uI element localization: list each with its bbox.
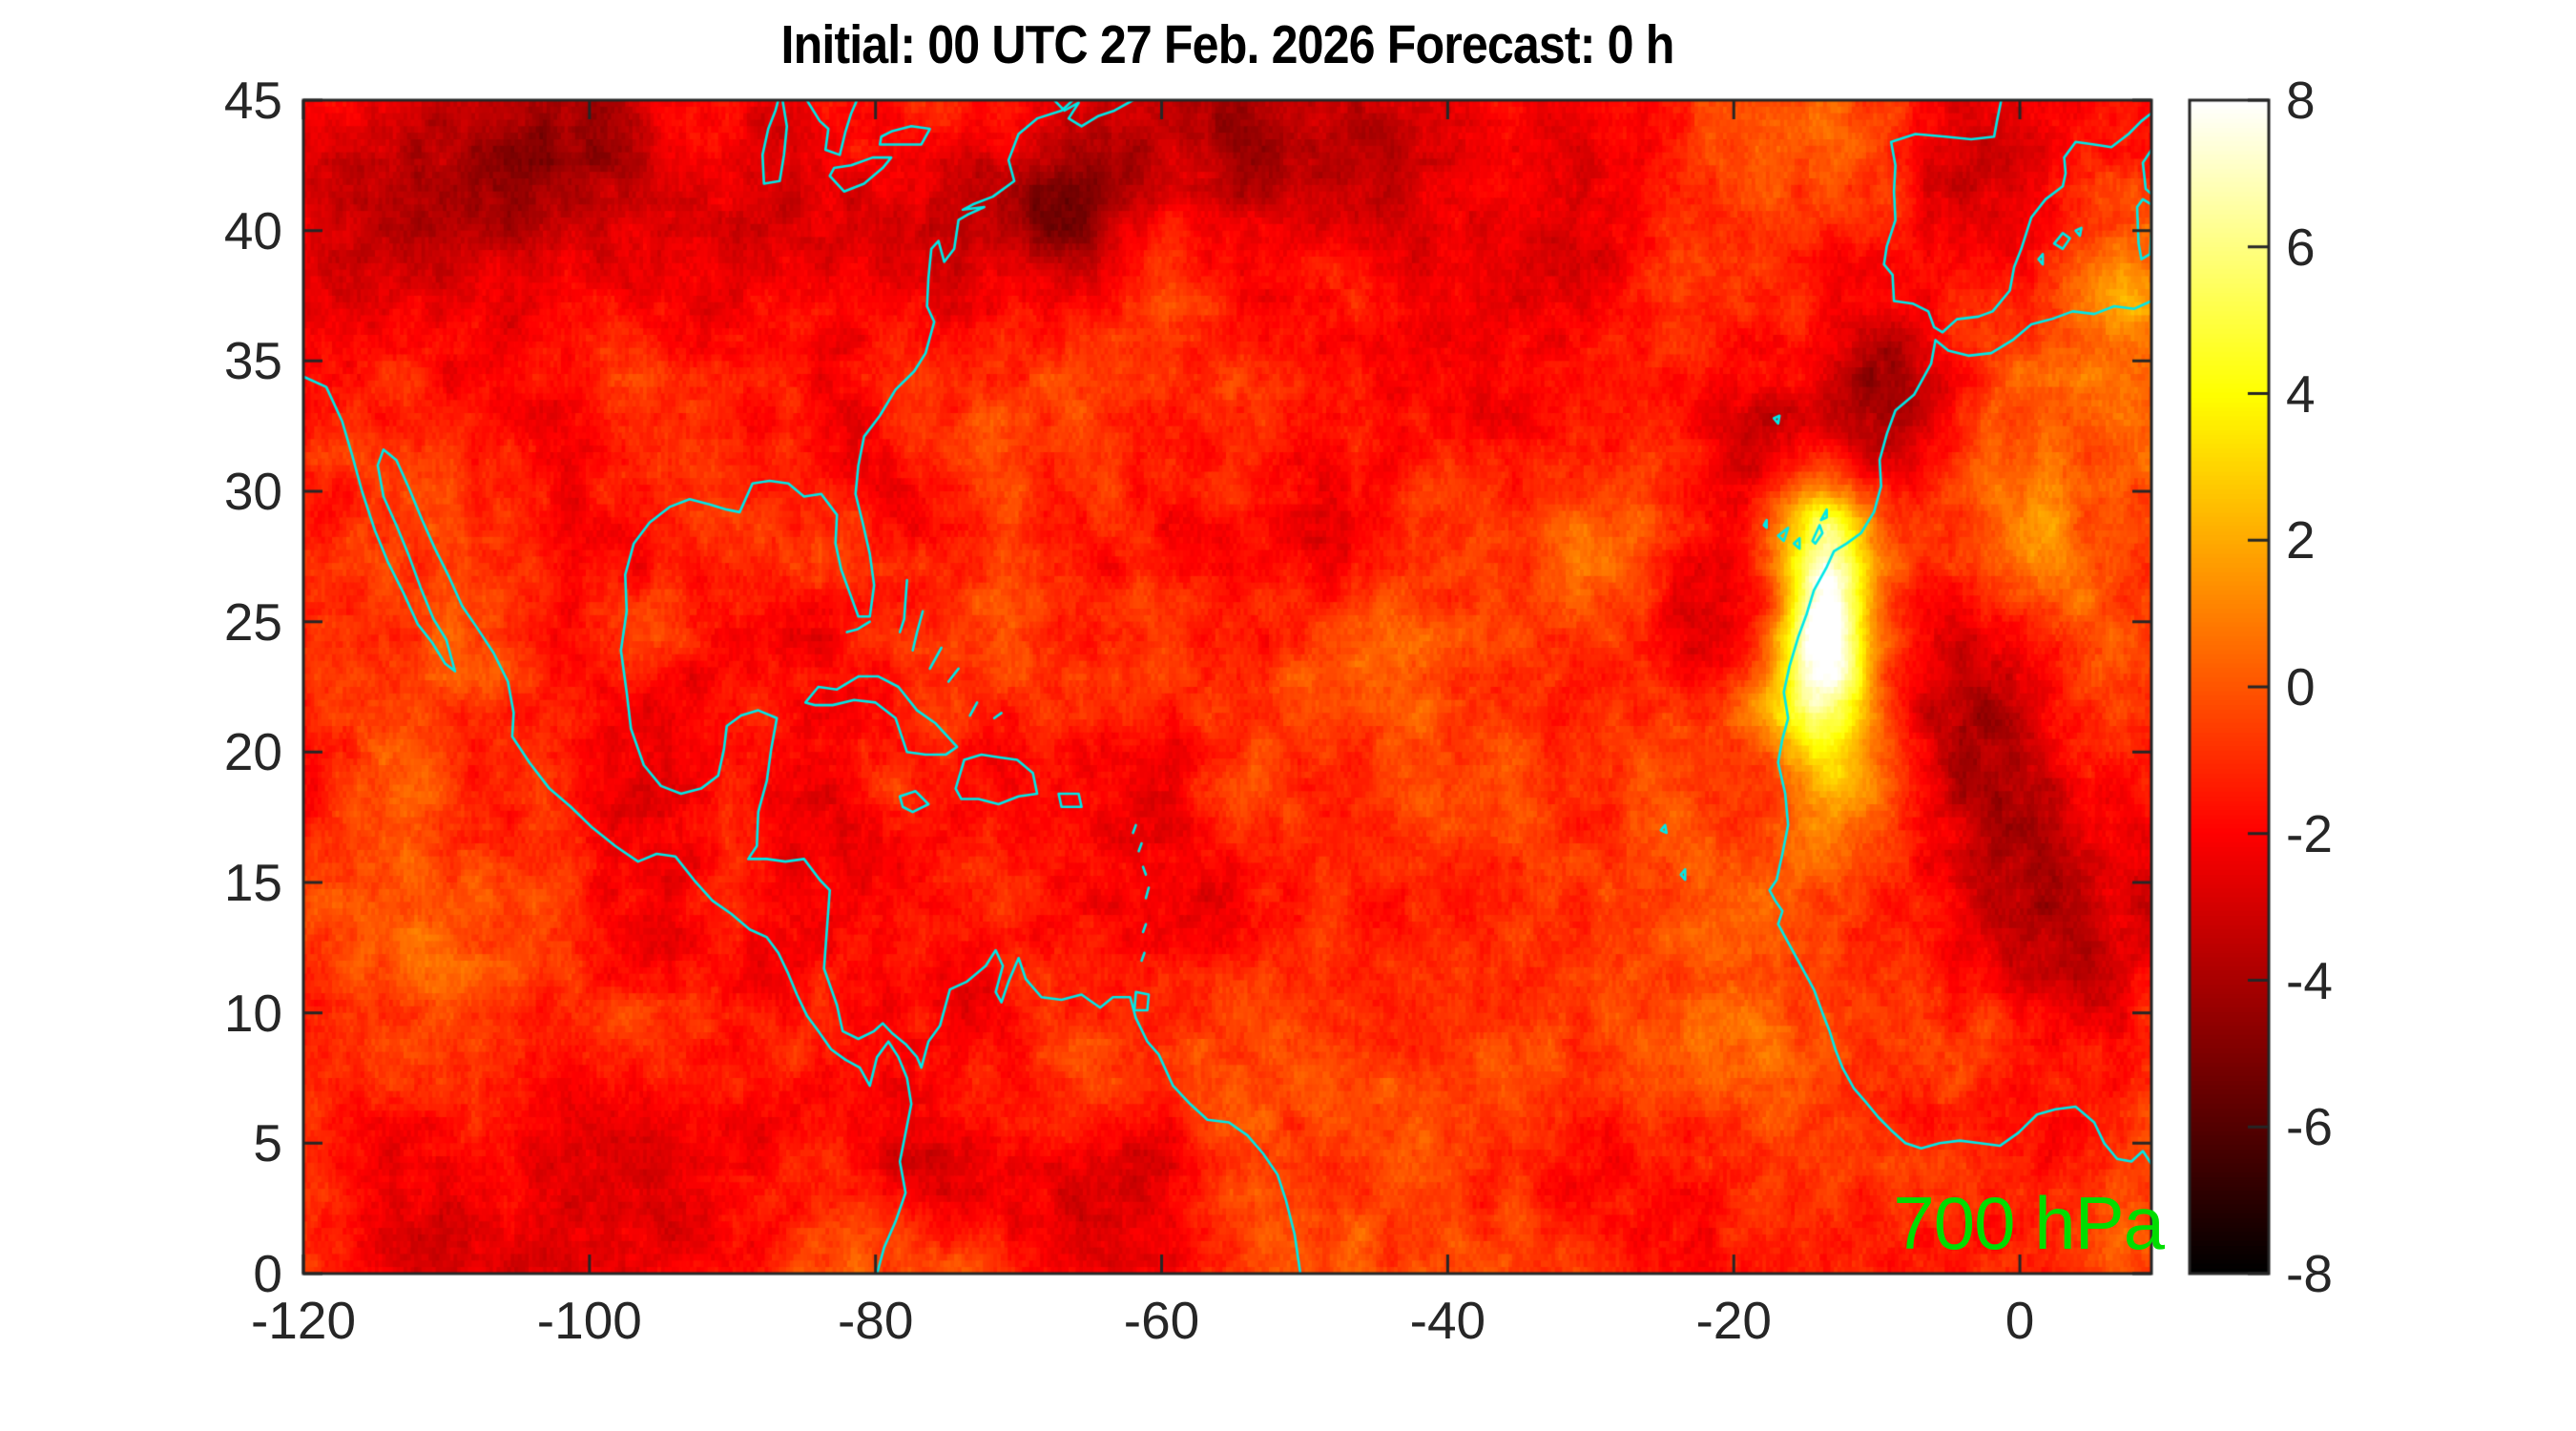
colorbar-tick-label: 0: [2286, 657, 2316, 716]
x-tick-label: -120: [250, 1291, 357, 1350]
colorbar-tick-label: -4: [2286, 950, 2333, 1010]
y-tick-label: 20: [223, 722, 282, 782]
plot-title: Initial: 00 UTC 27 Feb. 2026 Forecast: 0…: [780, 14, 1675, 75]
x-tick-label: 0: [2005, 1291, 2035, 1350]
y-tick-label: 35: [223, 331, 282, 391]
x-tick-label: -60: [1123, 1291, 1200, 1350]
x-tick-label: -100: [536, 1291, 642, 1350]
y-tick-label: 40: [223, 200, 282, 260]
colorbar-tick-label: 2: [2286, 510, 2316, 570]
y-tick-label: 30: [223, 462, 282, 521]
colorbar-tick-label: 8: [2286, 71, 2316, 130]
colorbar-tick-label: 4: [2286, 363, 2316, 424]
x-tick-label: -80: [837, 1291, 914, 1350]
colorbar-tick-label: -2: [2286, 803, 2333, 863]
x-tick-label: -20: [1695, 1291, 1772, 1350]
y-tick-label: 0: [253, 1244, 282, 1303]
y-tick-label: 15: [223, 853, 282, 912]
y-tick-label: 10: [223, 983, 282, 1043]
pressure-level-label: 700 hPa: [1893, 1181, 2165, 1265]
y-tick-label: 45: [223, 71, 282, 130]
colorbar-tick-label: -8: [2286, 1244, 2333, 1303]
colorbar-tick-label: 6: [2286, 217, 2316, 277]
x-tick-label: -40: [1409, 1291, 1486, 1350]
y-tick-label: 25: [223, 591, 282, 652]
colorbar-tick-label: -6: [2286, 1097, 2333, 1157]
y-tick-label: 5: [253, 1113, 282, 1173]
